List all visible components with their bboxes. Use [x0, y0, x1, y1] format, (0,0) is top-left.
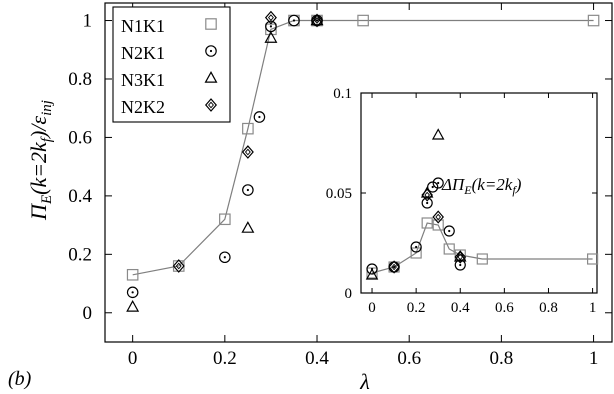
point-n1k1	[421, 217, 433, 229]
x-tick-label: 0.4	[305, 348, 329, 369]
main-x-ticks: 0 0.2 0.4 0.6 0.8 1	[128, 3, 598, 369]
y-tick-label: 1	[83, 11, 93, 32]
point-n1k1	[443, 243, 455, 255]
point-n2k2	[388, 260, 400, 274]
inset-y-ticks: 0 0.05 0.1	[326, 86, 597, 302]
main-series	[126, 10, 600, 312]
panel-label: (b)	[8, 368, 32, 390]
point-n2k2	[421, 188, 433, 202]
y-tick-label: 0.8	[68, 69, 92, 90]
x-tick-label: 0	[368, 300, 376, 316]
y-tick-label: 0	[83, 303, 93, 324]
legend-label-n2k1: N2K1	[121, 43, 165, 63]
point-n1k1	[587, 14, 600, 27]
point-n2k2	[432, 210, 444, 224]
main-plot: 0 0.2 0.4 0.6 0.8 1 0 0.2 0.4 0.6 0.8 1	[68, 2, 613, 369]
point-n1k1	[586, 253, 599, 265]
x-tick-label: 0.6	[495, 300, 514, 316]
legend-marker-n1k1	[205, 18, 217, 30]
inset-plot-frame	[360, 92, 598, 294]
y-tick-label: 0.6	[68, 127, 92, 148]
x-tick-label: 0.8	[490, 348, 514, 369]
point-n3k1	[310, 13, 324, 26]
y-tick-label: 0.1	[333, 86, 352, 102]
legend-marker-n2k1	[205, 45, 217, 57]
y-tick-label: 0.05	[326, 186, 352, 202]
series-line-n1k1	[371, 222, 593, 274]
point-n2k1	[432, 177, 444, 189]
x-tick-label: 0.2	[407, 300, 426, 316]
point-n2k1	[288, 14, 300, 27]
point-n2k1	[427, 181, 439, 193]
point-n2k2	[264, 10, 277, 25]
point-n3k1	[365, 268, 379, 280]
legend-label-n3k1: N3K1	[121, 70, 165, 90]
point-n3k1	[264, 31, 278, 43]
point-n3k1	[126, 299, 140, 312]
x-tick-label: 1	[589, 348, 599, 369]
legend-label-n1k1: N1K1	[121, 16, 165, 36]
x-tick-label: 0	[128, 348, 138, 369]
point-n3k1	[241, 221, 255, 233]
point-n2k1	[443, 225, 455, 237]
series-line-n1k1	[132, 19, 594, 276]
point-n3k1	[431, 128, 445, 140]
x-tick-label: 0.4	[451, 300, 470, 316]
inset-series	[365, 128, 599, 280]
inset-x-ticks: 0 0.2 0.4 0.6 0.8 1	[368, 93, 596, 316]
x-axis-label: λ	[359, 369, 370, 394]
x-tick-label: 0.2	[213, 348, 237, 369]
x-tick-label: 0.6	[397, 348, 421, 369]
point-n1k1	[242, 122, 254, 135]
legend-markers	[204, 18, 218, 112]
y-tick-label: 0.2	[68, 244, 92, 265]
svg-text:ΠE(k=2kf)/εinj: ΠE(k=2kf)/εinj	[26, 100, 55, 221]
point-n2k1	[253, 111, 266, 123]
point-n2k2	[241, 145, 254, 159]
point-n2k1	[126, 286, 139, 299]
point-n2k1	[219, 251, 231, 264]
point-n2k2	[172, 259, 185, 273]
point-n2k1	[410, 241, 422, 253]
y-tick-label: 0.4	[68, 186, 92, 207]
x-tick-label: 1	[589, 300, 597, 316]
point-n1k1	[357, 14, 369, 27]
inset-plot: 0 0.05 0.1 0 0.2 0.4 0.6 0.8 1 ΔΠE(k=2kf)	[326, 86, 599, 316]
inset-annotation: ΔΠE(k=2kf)	[441, 175, 522, 197]
legend-label-n2k2: N2K2	[121, 97, 165, 117]
point-n1k1	[219, 213, 231, 226]
main-plot-frame	[104, 2, 613, 343]
legend-marker-n2k2	[205, 98, 217, 112]
main-y-ticks: 0 0.2 0.4 0.6 0.8 1	[68, 11, 612, 324]
point-n2k1	[242, 184, 254, 196]
point-n1k1	[126, 268, 139, 281]
y-tick-label: 0	[345, 286, 353, 302]
y-axis-label: ΠE(k=2kf)/εinj	[26, 100, 55, 221]
x-tick-label: 0.8	[539, 300, 558, 316]
point-n2k2	[311, 13, 324, 28]
legend-marker-n3k1	[204, 71, 218, 83]
point-n3k1	[453, 250, 467, 262]
point-n2k2	[454, 250, 467, 264]
legend: N1K1 N2K1 N3K1 N2K2	[112, 6, 231, 123]
point-n1k1	[476, 253, 488, 265]
